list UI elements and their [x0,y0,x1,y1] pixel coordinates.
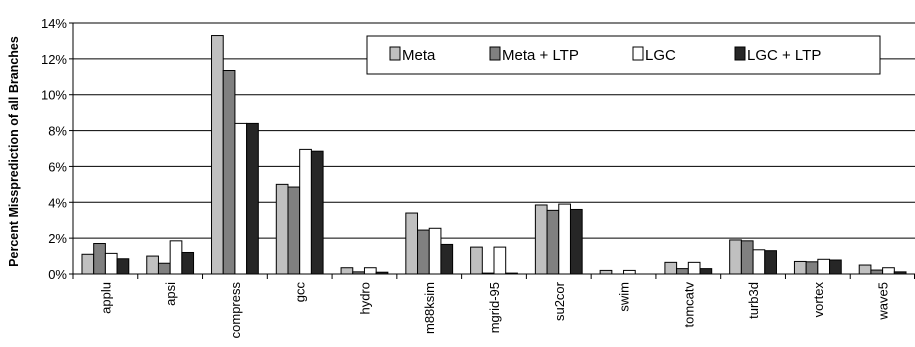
bar [222,70,236,275]
category-labels: applu apsi compress gcc hydro m88ksim mgrid-95… [98,281,890,338]
bar [405,212,419,275]
bar [363,267,377,275]
bar [299,148,312,275]
y-tick-label: 2% [48,231,67,246]
y-tick-label: 12% [41,52,67,67]
bar [882,267,895,275]
bar [275,183,289,275]
legend-swatch [489,46,501,61]
category-label: su2cor [552,281,567,321]
legend-label: LGC [645,47,676,64]
bar [340,267,354,275]
bar [417,229,430,275]
category-label: wave5 [876,282,891,321]
category-label: turb3d [746,282,761,319]
bar [287,186,301,275]
bar [146,255,159,275]
category-label: applu [98,282,113,314]
bar [428,227,442,275]
bar [440,243,454,275]
bar [246,122,259,275]
bar [546,209,560,275]
axes [69,22,915,279]
bar [569,208,583,275]
bar [116,258,130,275]
bar [93,243,106,275]
bar [211,35,224,275]
legend-swatch [632,46,644,61]
y-tick-label: 0% [48,267,67,282]
y-tick-label: 8% [48,124,67,139]
y-tick-label: 10% [41,88,67,103]
category-label: swim [617,282,632,312]
bar [676,268,689,275]
bar [793,260,807,275]
bar [157,262,171,275]
y-tick-label: 4% [48,195,67,210]
bar [470,246,483,275]
bar [623,269,636,275]
category-label: mgrid-95 [487,282,502,333]
y-axis-label: Percent Missprediction of all Branches [7,36,21,267]
bar [664,261,678,275]
category-label: gcc [293,282,308,303]
y-tick-label: 6% [48,159,67,174]
bar [310,150,324,275]
bar [493,246,507,275]
category-label: tomcatv [681,282,696,328]
legend-swatch [389,46,401,61]
bars [81,35,907,275]
bar [169,240,183,275]
bar [104,252,118,275]
bar [870,269,884,275]
legend-label: Meta [402,47,436,64]
category-label: compress [228,282,243,339]
legend-label: LGC + LTP [747,47,821,64]
bar [234,122,248,275]
bar [805,261,819,275]
y-tick-labels: 0% 2% 4% 6% 8% 10% 12% 14% [41,16,67,282]
bar [764,250,777,275]
bar [752,249,766,275]
bar [858,264,872,275]
category-label: apsi [163,282,178,306]
category-label: hydro [357,282,372,315]
category-label: m88ksim [422,282,437,334]
bar [687,261,701,275]
bar [181,251,195,275]
category-label: vortex [811,282,826,318]
legend-swatch [734,46,746,61]
legend-label: Meta + LTP [502,47,579,64]
bar [81,253,95,275]
bar [817,258,831,275]
legend-box [366,35,881,75]
y-tick-label: 14% [41,16,67,31]
bar [829,259,842,275]
bar [740,240,754,275]
legend: Meta Meta + LTP LGC LGC + LTP [366,35,881,75]
bar [729,239,742,275]
bar [699,268,713,275]
bar [599,269,613,275]
bar [534,204,548,275]
bar [558,203,571,275]
